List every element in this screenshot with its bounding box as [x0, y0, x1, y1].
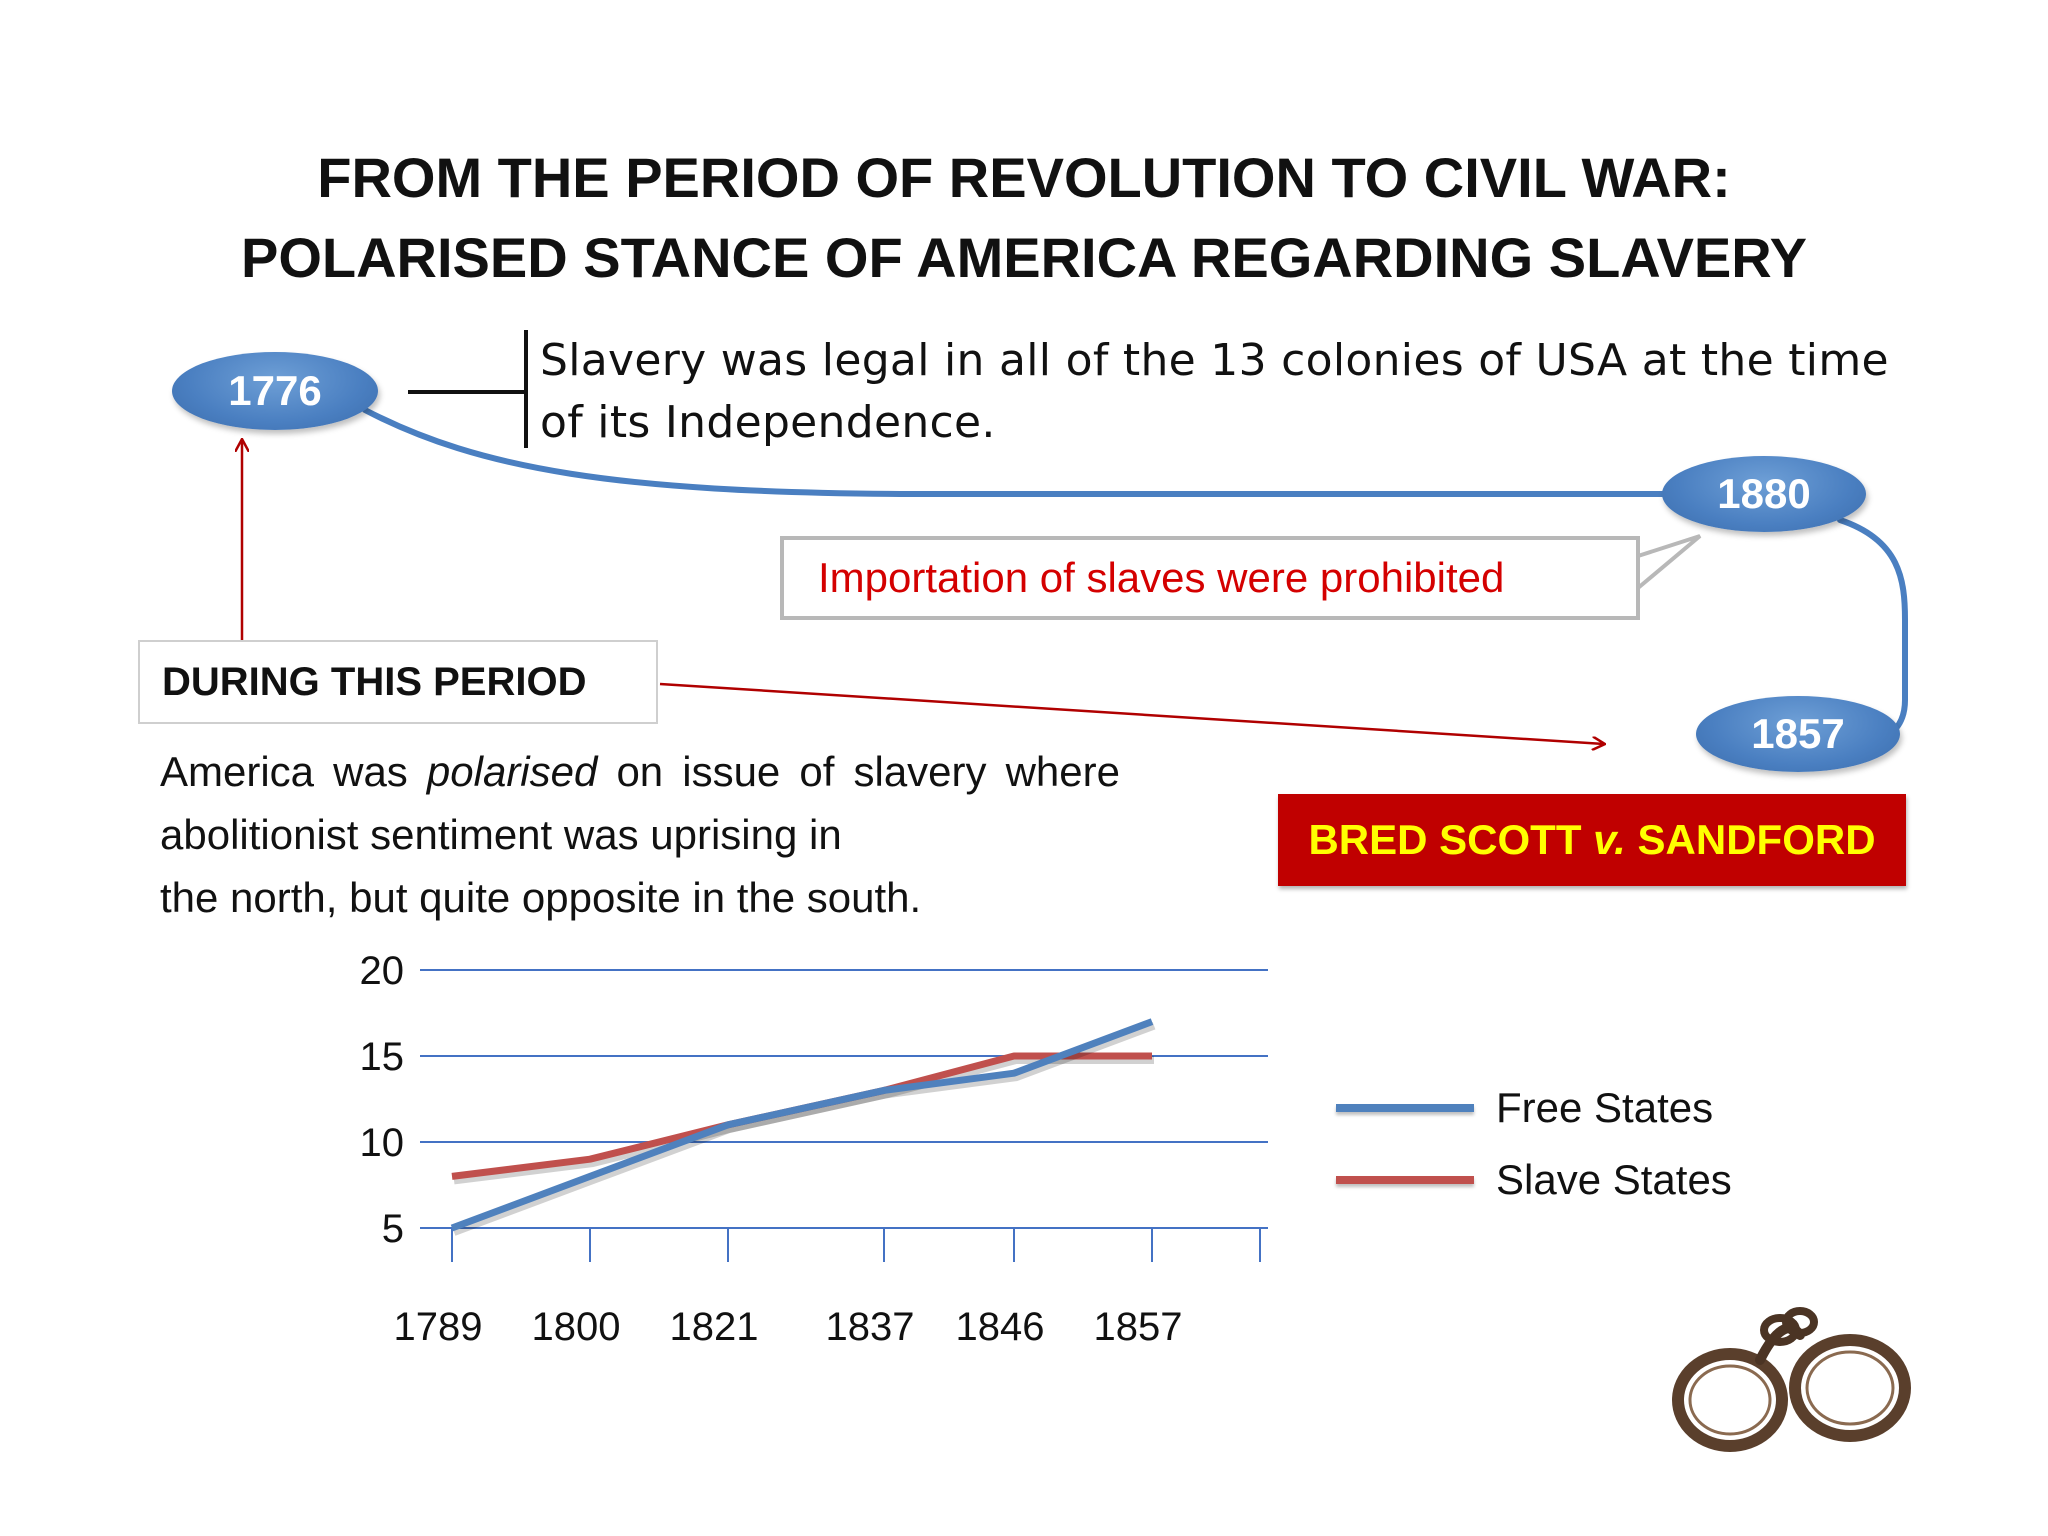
timeline-node-1776: 1776 — [172, 352, 378, 430]
callout-importation-text: Importation of slaves were prohibited — [818, 554, 1505, 601]
chart-legend: Free States Slave States — [1336, 1072, 1732, 1216]
title-line-1: FROM THE PERIOD OF REVOLUTION TO CIVIL W… — [317, 146, 1731, 209]
polarised-mid: on issue of slavery where abolitionist s… — [160, 748, 1120, 858]
y-tick-label-10: 10 — [360, 1121, 405, 1165]
timeline-connector-1776-1880 — [362, 407, 1671, 497]
shackles-icon — [1672, 1307, 1911, 1452]
legend-item-slave: Slave States — [1336, 1144, 1732, 1216]
legend-label-slave: Slave States — [1496, 1156, 1732, 1203]
period-label-box: DURING THIS PERIOD — [138, 640, 658, 724]
series-shadow-1 — [453, 1056, 1154, 1185]
node-year-1880: 1880 — [1717, 470, 1811, 517]
callout-pointer — [1636, 534, 1702, 590]
period-arrow-right — [659, 682, 1604, 744]
node-year-1776: 1776 — [228, 367, 322, 414]
timeline-node-1880: 1880 — [1662, 456, 1866, 532]
callout-importation: Importation of slaves were prohibited — [780, 536, 1640, 620]
case-post: SANDFORD — [1625, 816, 1876, 863]
case-emphasis: v. — [1593, 816, 1626, 863]
y-tick-label-15: 15 — [360, 1035, 405, 1079]
polarised-last: the north, but quite opposite in the sou… — [160, 874, 922, 921]
slide-title: FROM THE PERIOD OF REVOLUTION TO CIVIL W… — [0, 138, 2048, 298]
node-year-1857: 1857 — [1751, 710, 1845, 757]
title-line-2: POLARISED STANCE OF AMERICA REGARDING SL… — [240, 226, 1807, 289]
polarised-emphasis: polarised — [426, 748, 598, 795]
states-line-chart: 5 10 15 20 1789 1800 1821 1837 1846 1857 — [360, 949, 1268, 1349]
period-label: DURING THIS PERIOD — [162, 659, 587, 704]
timeline-node-1857: 1857 — [1696, 696, 1900, 772]
timeline-connector-1880-1857 — [1837, 517, 1908, 737]
x-tick-label-1800: 1800 — [532, 1305, 621, 1349]
x-tick-label-1821: 1821 — [670, 1305, 759, 1349]
x-tick-label-1789: 1789 — [394, 1305, 483, 1349]
series-shadow-0 — [452, 1021, 1156, 1236]
case-pre: BRED SCOTT — [1308, 816, 1594, 863]
polarised-pre: America was — [160, 748, 427, 795]
fact-1776-text: Slavery was legal in all of the 13 colon… — [540, 335, 1889, 448]
legend-swatch-slave — [1336, 1176, 1474, 1184]
x-tick-label-1857: 1857 — [1094, 1305, 1183, 1349]
legend-label-free: Free States — [1496, 1084, 1714, 1131]
polarised-paragraph: America was polarised on issue of slaver… — [160, 740, 1120, 929]
y-tick-label-5: 5 — [382, 1207, 404, 1251]
legend-item-free: Free States — [1336, 1072, 1732, 1144]
legend-swatch-free — [1336, 1104, 1474, 1112]
x-tick-label-1837: 1837 — [826, 1305, 915, 1349]
x-tick-label-1846: 1846 — [956, 1305, 1045, 1349]
series-line-free-states — [450, 1018, 1154, 1232]
y-tick-label-20: 20 — [360, 949, 405, 993]
case-dred-scott: BRED SCOTT v. SANDFORD — [1278, 794, 1906, 886]
